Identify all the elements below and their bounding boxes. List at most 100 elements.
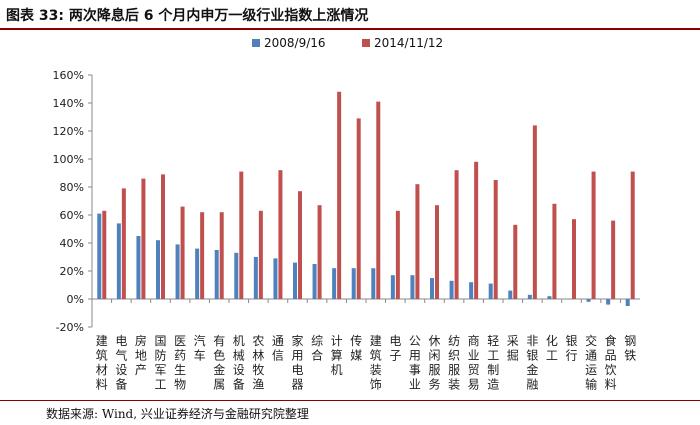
bar-series2	[513, 224, 518, 299]
bar-series1	[97, 213, 102, 299]
category-label: 装	[448, 378, 460, 392]
category-label: 金	[213, 362, 225, 377]
bar-series1	[508, 290, 513, 299]
y-tick-label: 100%	[53, 153, 84, 166]
category-label: 属	[213, 378, 225, 392]
category-label: 建	[96, 334, 108, 348]
category-label: 融	[526, 378, 538, 392]
bar-series2	[611, 220, 616, 299]
category-label: 装	[370, 363, 382, 377]
category-label: 商	[468, 333, 480, 348]
bar-series2	[572, 219, 576, 299]
category-label: 林	[252, 349, 264, 363]
category-label: 服	[428, 363, 440, 377]
bar-series1	[410, 275, 415, 299]
bar-series1	[351, 268, 356, 299]
bar-series2	[239, 171, 244, 299]
y-tick-label: 160%	[53, 69, 84, 82]
bar-series2	[415, 184, 420, 299]
category-label: 器	[291, 378, 303, 392]
category-label: 易	[468, 378, 480, 392]
category-label: 业	[468, 349, 480, 363]
category-label: 业	[409, 378, 421, 392]
bar-series2	[298, 191, 302, 299]
category-label: 纺	[448, 334, 460, 348]
bar-series2	[474, 161, 479, 299]
category-label: 闲	[428, 349, 440, 363]
category-label: 设	[115, 363, 127, 377]
bar-series1	[293, 262, 297, 299]
category-label: 子	[389, 349, 401, 363]
category-label: 电	[115, 334, 127, 348]
bar-series1	[488, 283, 493, 299]
category-label: 运	[585, 363, 597, 377]
figure-title: 图表 33: 两次降息后 6 个月内申万一级行业指数上涨情况	[6, 8, 369, 24]
category-label: 传	[350, 333, 362, 348]
category-label: 机	[233, 334, 245, 348]
category-label: 掘	[507, 348, 519, 363]
bar-series2	[337, 91, 342, 299]
bar-series2	[102, 210, 107, 299]
category-label: 料	[96, 378, 108, 392]
bar-series1	[195, 248, 200, 299]
bar-series1	[625, 299, 630, 306]
category-label: 备	[233, 378, 245, 392]
bar-series2	[180, 206, 185, 299]
bar-series1	[527, 294, 532, 299]
y-tick-label: 0%	[67, 293, 84, 306]
category-label: 房	[135, 333, 147, 348]
bar-series2	[278, 170, 283, 299]
bar-series1	[390, 275, 395, 299]
category-label: 休	[428, 334, 440, 348]
figure-title-bar: 图表 33: 两次降息后 6 个月内申万一级行业指数上涨情况	[0, 0, 700, 30]
category-label: 用	[291, 349, 303, 363]
category-label: 输	[585, 377, 597, 392]
category-label: 饮	[605, 363, 617, 377]
category-label: 材	[96, 363, 108, 377]
source-note: 数据来源: Wind, 兴业证券经济与金融研究院整理	[46, 407, 309, 421]
category-label: 械	[233, 348, 245, 363]
category-label: 设	[233, 363, 245, 377]
bar-series1	[214, 250, 219, 299]
category-label: 钢	[624, 334, 636, 348]
bar-series2	[258, 210, 263, 299]
category-label: 非	[526, 334, 538, 348]
bar-series2	[552, 203, 557, 299]
category-label: 行	[565, 349, 577, 363]
category-label: 工	[487, 349, 499, 363]
category-label: 气	[115, 348, 127, 363]
category-label: 国	[154, 334, 166, 348]
category-label: 务	[428, 377, 440, 392]
category-label: 通	[272, 334, 284, 348]
bar-series2	[317, 205, 322, 299]
bar-series1	[449, 280, 454, 299]
source-bar: 数据来源: Wind, 兴业证券经济与金融研究院整理	[0, 400, 700, 425]
bar-series2	[454, 170, 459, 299]
bar-series2	[591, 171, 596, 299]
category-label: 工	[546, 349, 558, 363]
category-label: 产	[135, 363, 147, 377]
category-label: 医	[174, 334, 186, 348]
category-label: 饰	[370, 378, 382, 392]
bar-series1	[547, 296, 552, 299]
category-label: 铁	[624, 349, 636, 363]
category-label: 筑	[96, 348, 108, 363]
category-label: 药	[174, 349, 186, 363]
bar-series2	[493, 180, 498, 299]
category-label: 家	[291, 333, 303, 348]
bar-series1	[371, 268, 376, 299]
category-label: 牧	[252, 363, 264, 377]
category-label: 服	[448, 363, 460, 377]
bar-series1	[273, 258, 278, 299]
y-tick-label: 140%	[53, 97, 84, 110]
category-label: 合	[311, 348, 323, 363]
bar-series1	[332, 268, 337, 299]
category-label: 贸	[468, 363, 480, 377]
category-label: 军	[154, 363, 166, 377]
legend-swatch	[252, 39, 260, 47]
bar-series2	[200, 212, 205, 299]
category-label: 化	[546, 334, 558, 348]
bar-series2	[532, 125, 537, 300]
y-tick-label: 60%	[60, 209, 84, 222]
y-tick-label: -20%	[56, 321, 84, 334]
